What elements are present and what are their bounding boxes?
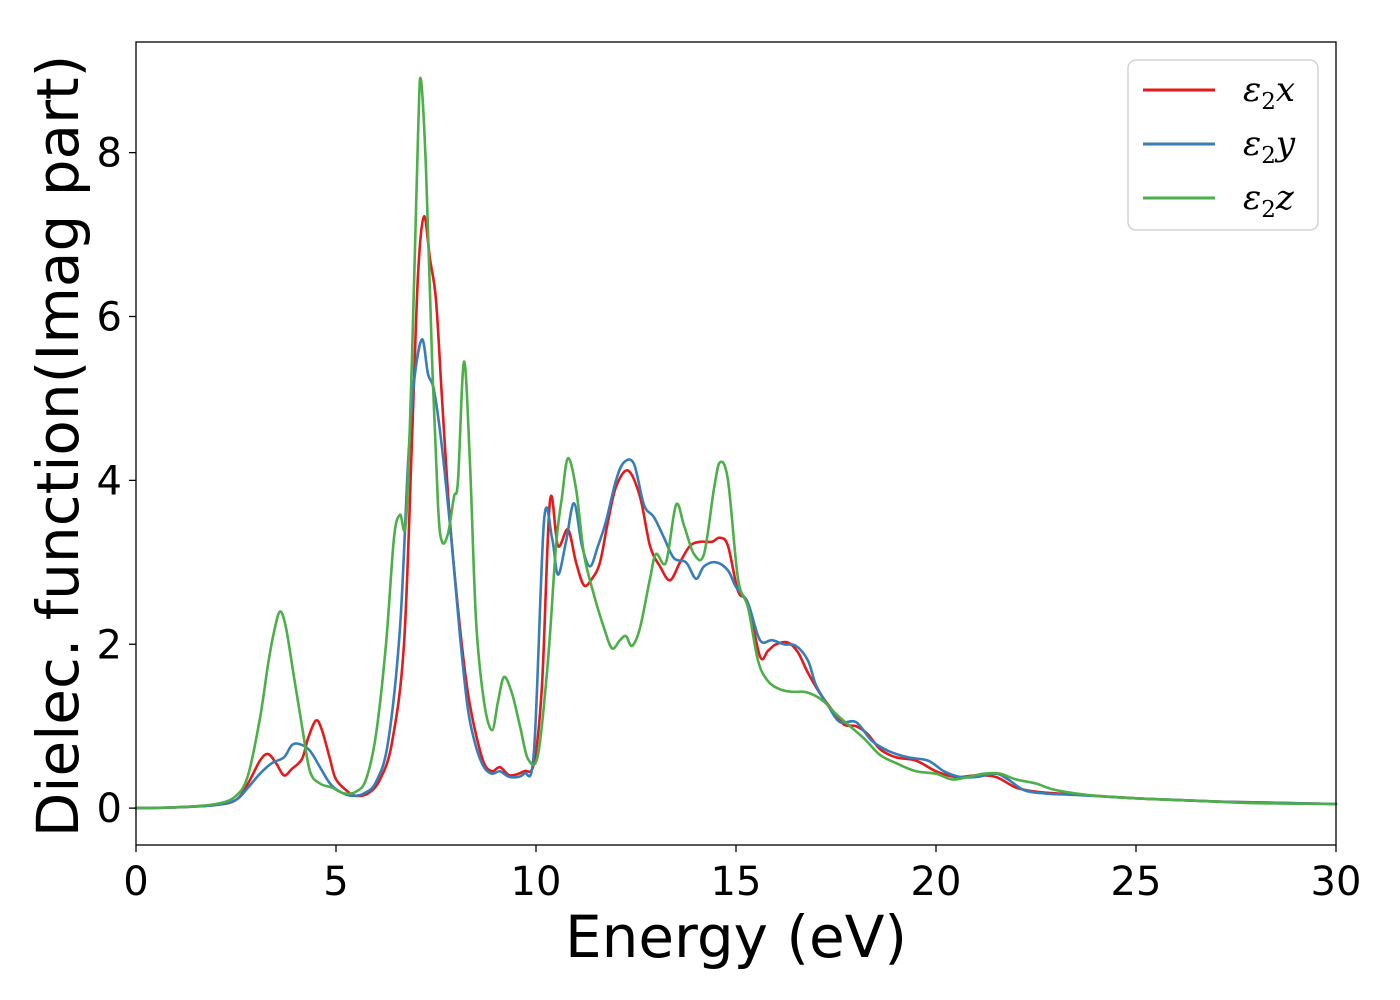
series-layer — [134, 76, 1338, 810]
legend-symbol: ε — [1243, 70, 1261, 110]
legend-subscript: 2 — [1261, 197, 1276, 223]
legend-label-z: ε2z — [1243, 178, 1295, 223]
legend-symbol: ε — [1243, 124, 1261, 164]
y-tick-label: 2 — [97, 622, 122, 668]
legend-suffix: y — [1274, 124, 1296, 164]
legend-suffix: z — [1275, 178, 1295, 218]
y-tick-label: 6 — [97, 294, 122, 340]
y-tick-label: 8 — [97, 131, 122, 177]
legend-label-y: ε2y — [1243, 124, 1296, 169]
x-tick-label: 15 — [711, 859, 762, 905]
x-tick-label: 25 — [1111, 859, 1162, 905]
x-tick-label: 5 — [323, 859, 348, 905]
legend-subscript: 2 — [1261, 143, 1276, 169]
x-tick-label: 10 — [511, 859, 562, 905]
legend-label-x: ε2x — [1243, 70, 1295, 115]
series-line-x — [134, 215, 1338, 810]
x-tick-label: 20 — [911, 859, 962, 905]
legend-symbol: ε — [1243, 178, 1261, 218]
x-tick-label: 30 — [1311, 859, 1362, 905]
y-tick-label: 4 — [97, 458, 122, 504]
legend-subscript: 2 — [1261, 89, 1276, 115]
legend-frame — [1127, 59, 1319, 231]
series-line-z — [134, 76, 1338, 810]
x-tick-label: 0 — [123, 859, 148, 905]
tick-layer: 0 5 10 15 20 25 30 0 2 4 6 8 — [97, 131, 1362, 905]
y-axis-label: Dielec. function(Imag part) — [24, 55, 92, 838]
x-axis-label: Energy (eV) — [565, 903, 907, 971]
legend-suffix: x — [1276, 70, 1295, 110]
y-tick-label: 0 — [97, 786, 122, 832]
